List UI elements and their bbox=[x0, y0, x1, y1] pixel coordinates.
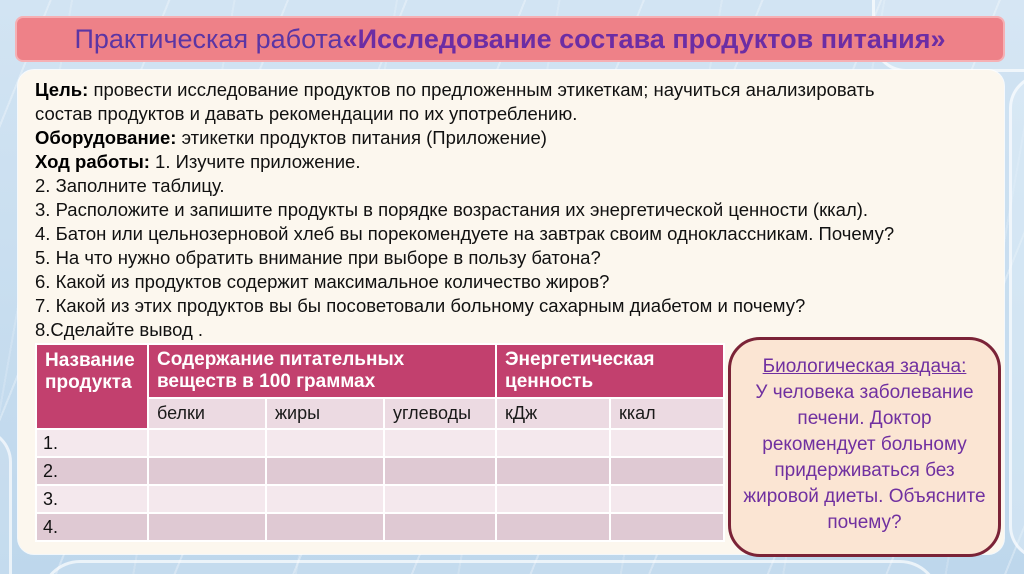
subheader-fats: жиры bbox=[267, 399, 383, 428]
instruction-line: 2. Заполните таблицу. bbox=[35, 175, 225, 196]
instruction-line: 7. Какой из этих продуктов вы бы посовет… bbox=[35, 295, 806, 316]
instruction-line: 3. Расположите и запишите продукты в пор… bbox=[35, 199, 869, 220]
subheader-carbs: углеводы bbox=[385, 399, 496, 428]
subheader-kcal: ккал bbox=[611, 399, 724, 428]
table-cell-empty bbox=[497, 430, 610, 456]
table-cell-empty bbox=[611, 486, 724, 512]
table-cell-empty bbox=[149, 486, 265, 512]
row-label: 3. bbox=[37, 486, 147, 512]
table-cell-empty bbox=[267, 486, 383, 512]
row-label: 1. bbox=[37, 430, 147, 456]
table-row: 4. bbox=[37, 514, 724, 540]
content-box: Цель: провести исследование продуктов по… bbox=[18, 70, 1004, 554]
row-label: 2. bbox=[37, 458, 147, 484]
table-cell-empty bbox=[267, 458, 383, 484]
table-cell-empty bbox=[611, 458, 724, 484]
decorative-rounded-rect-right bbox=[1009, 74, 1024, 560]
table-cell-empty bbox=[611, 430, 724, 456]
slide-title-bar: Практическая работа «Исследование состав… bbox=[15, 16, 1005, 62]
table-cell-empty bbox=[267, 514, 383, 540]
header-product-name: Название продукта bbox=[37, 345, 147, 428]
table-cell-empty bbox=[497, 514, 610, 540]
decorative-rounded-rect-bottom bbox=[40, 560, 940, 574]
table-header-row: Название продукта Содержание питательных… bbox=[37, 345, 724, 428]
instruction-line: Ход работы: 1. Изучите приложение. bbox=[35, 151, 361, 172]
table-cell-empty bbox=[267, 430, 383, 456]
instruction-label: Цель: bbox=[35, 79, 89, 100]
table-subheader-row: белки жиры углеводы кДж ккал bbox=[37, 399, 724, 428]
header-nutrient-content: Содержание питательных веществ в 100 гра… bbox=[149, 345, 496, 398]
biological-task-callout: Биологическая задача: У человека заболев… bbox=[728, 337, 1001, 557]
table-cell-empty bbox=[497, 486, 610, 512]
instruction-line: Цель: провести исследование продуктов по… bbox=[35, 79, 875, 100]
task-instructions: Цель: провести исследование продуктов по… bbox=[35, 78, 995, 342]
subheader-proteins: белки bbox=[149, 399, 265, 428]
instruction-line: 6. Какой из продуктов содержит максималь… bbox=[35, 271, 610, 292]
slide-title-regular: Практическая работа bbox=[74, 23, 343, 54]
instruction-line: 8.Сделайте вывод . bbox=[35, 319, 204, 340]
slide-title-bold: «Исследование состава продуктов питания» bbox=[342, 23, 946, 54]
table-cell-empty bbox=[611, 514, 724, 540]
table-row: 1. bbox=[37, 430, 724, 456]
nutrition-table-wrap: Название продукта Содержание питательных… bbox=[35, 343, 726, 542]
instruction-label: Ход работы: bbox=[35, 151, 150, 172]
header-energy-value: Энергетическая ценность bbox=[497, 345, 724, 398]
table-cell-empty bbox=[385, 514, 496, 540]
instruction-label: Оборудование: bbox=[35, 127, 177, 148]
table-cell-empty bbox=[385, 458, 496, 484]
biological-task-text: У человека заболевание печени. Доктор ре… bbox=[743, 382, 986, 533]
decorative-rounded-rect-bottom-left bbox=[0, 428, 12, 574]
subheader-kj: кДж bbox=[497, 399, 610, 428]
instruction-line: 5. На что нужно обратить внимание при вы… bbox=[35, 247, 601, 268]
table-cell-empty bbox=[149, 458, 265, 484]
biological-task-title: Биологическая задача: bbox=[762, 356, 967, 377]
table-row: 2. bbox=[37, 458, 724, 484]
instruction-line: состав продуктов и давать рекомендации п… bbox=[35, 103, 578, 124]
row-label: 4. bbox=[37, 514, 147, 540]
table-cell-empty bbox=[149, 514, 265, 540]
table-row: 3. bbox=[37, 486, 724, 512]
instruction-line: 4. Батон или цельнозерновой хлеб вы поре… bbox=[35, 223, 895, 244]
table-cell-empty bbox=[149, 430, 265, 456]
table-cell-empty bbox=[385, 486, 496, 512]
instruction-line: Оборудование: этикетки продуктов питания… bbox=[35, 127, 547, 148]
nutrition-table: Название продукта Содержание питательных… bbox=[35, 343, 726, 542]
table-cell-empty bbox=[385, 430, 496, 456]
table-cell-empty bbox=[497, 458, 610, 484]
